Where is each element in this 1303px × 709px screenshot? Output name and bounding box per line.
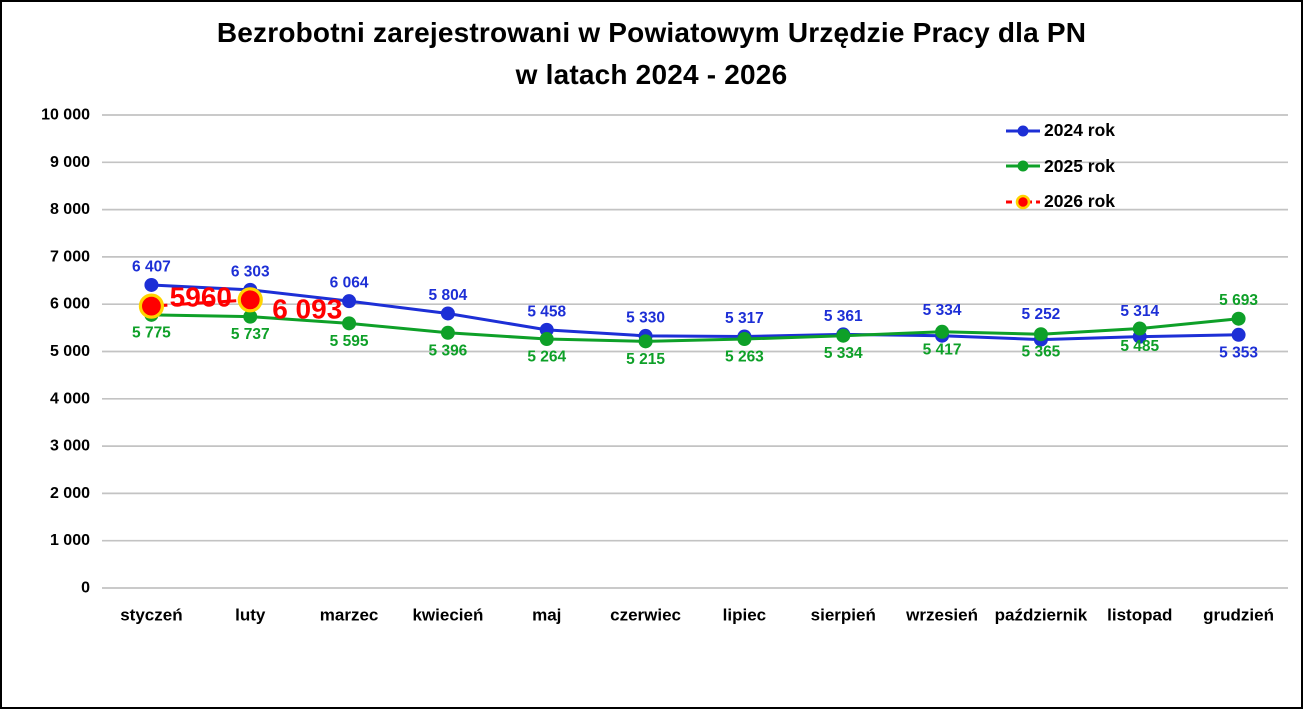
data-point-2025-rok <box>935 324 950 339</box>
data-point-2025-rok <box>243 309 258 324</box>
data-point-2025-rok <box>539 332 554 347</box>
x-axis-label: styczeń <box>120 606 182 625</box>
data-label-2025-rok: 5 737 <box>231 326 270 343</box>
y-axis-tick-label: 4 000 <box>50 390 90 407</box>
data-label-2025-rok: 5 775 <box>132 324 171 341</box>
data-label-2024-rok: 5 804 <box>429 287 468 304</box>
y-axis-tick-label: 7 000 <box>50 248 90 265</box>
data-label-2025-rok: 5 396 <box>429 342 468 359</box>
x-axis-label: październik <box>995 606 1088 625</box>
y-axis-tick-label: 1 000 <box>50 532 90 549</box>
data-point-2025-rok <box>440 325 455 340</box>
chart-legend: 2024 rok 2025 rok 2026 rok <box>1006 113 1115 220</box>
data-point-2025-rok <box>638 334 653 349</box>
data-point-2025-rok <box>1231 311 1246 326</box>
data-label-2025-rok: 5 215 <box>626 351 665 368</box>
series-line-2025-rok <box>151 313 1239 343</box>
data-label-2024-rok: 6 407 <box>132 258 171 275</box>
x-axis-label: czerwiec <box>610 606 681 625</box>
data-label-2025-rok: 5 417 <box>923 341 962 358</box>
data-point-2025-rok <box>737 332 752 347</box>
series-line-2024-rok <box>151 283 1239 342</box>
y-axis-tick-label: 5 000 <box>50 343 90 360</box>
data-label-2024-rok: 5 353 <box>1219 344 1258 361</box>
legend-marker-icon <box>1017 125 1029 137</box>
data-point-2025-rok <box>1132 321 1147 336</box>
legend-label-2026-rok: 2026 rok <box>1044 191 1116 212</box>
data-label-2024-rok: 5 458 <box>527 303 566 320</box>
legend-swatch-2025-rok <box>1006 160 1040 172</box>
x-axis-label: listopad <box>1107 606 1172 625</box>
data-point-2024-rok <box>144 277 159 292</box>
legend-marker-icon <box>1015 194 1031 210</box>
data-label-2024-rok: 5 361 <box>824 308 863 325</box>
data-point-2024-rok <box>1231 327 1246 342</box>
x-axis-label: sierpień <box>811 606 876 625</box>
legend-label-2024-rok: 2024 rok <box>1044 120 1116 141</box>
chart-title-line1: Bezrobotni zarejestrowani w Powiatowym U… <box>216 17 1087 48</box>
data-label-2025-rok: 5 595 <box>330 333 369 350</box>
x-axis-label: grudzień <box>1203 606 1274 625</box>
data-point-2025-rok <box>342 316 357 331</box>
legend-item-2026-rok: 2026 rok <box>1006 184 1115 220</box>
chart-title-line2: w latach 2024 - 2026 <box>515 59 788 90</box>
data-label-2025-rok: 5 264 <box>527 349 566 366</box>
legend-item-2025-rok: 2025 rok <box>1006 149 1115 185</box>
data-label-2024-rok: 5 317 <box>725 310 764 327</box>
data-point-2026-rok <box>138 293 165 319</box>
data-label-2024-rok: 6 303 <box>231 263 270 280</box>
data-point-2024-rok <box>440 306 455 321</box>
y-axis-tick-label: 3 000 <box>50 438 90 455</box>
y-axis-tick-label: 9 000 <box>50 154 90 171</box>
x-axis-label: marzec <box>320 606 379 625</box>
data-point-2026-rok <box>237 287 263 313</box>
legend-swatch-2024-rok <box>1006 125 1040 137</box>
x-axis-label: luty <box>235 606 266 625</box>
data-point-2025-rok <box>836 328 851 343</box>
data-label-2025-rok: 5 334 <box>824 345 863 362</box>
data-label-2025-rok: 5 485 <box>1120 338 1159 355</box>
data-point-2024-rok <box>342 294 357 309</box>
y-axis-tick-label: 0 <box>81 580 90 597</box>
x-axis-label: wrzesień <box>905 606 978 625</box>
y-axis-tick-label: 10 000 <box>41 107 90 124</box>
legend-label-2025-rok: 2025 rok <box>1044 155 1116 176</box>
x-axis-label: lipiec <box>723 606 766 625</box>
data-label-2026-rok: 6 093 <box>272 293 342 324</box>
y-axis-tick-label: 8 000 <box>50 201 90 218</box>
x-axis-label: maj <box>532 606 561 625</box>
data-label-2024-rok: 5 330 <box>626 309 665 326</box>
legend-item-2024-rok: 2024 rok <box>1006 113 1115 149</box>
data-label-2025-rok: 5 693 <box>1219 292 1258 309</box>
y-axis-tick-label: 6 000 <box>50 296 90 313</box>
x-axis-label: kwiecień <box>412 606 483 625</box>
data-label-2024-rok: 5 314 <box>1120 303 1159 320</box>
data-label-2025-rok: 5 365 <box>1022 344 1061 361</box>
data-label-2024-rok: 6 064 <box>330 275 369 292</box>
data-label-2025-rok: 5 263 <box>725 349 764 366</box>
data-label-2024-rok: 5 334 <box>923 302 962 319</box>
legend-swatch-2026-rok <box>1006 194 1040 210</box>
y-axis-tick-label: 2 000 <box>50 485 90 502</box>
data-point-2025-rok <box>1033 327 1048 342</box>
data-label-2024-rok: 5 252 <box>1022 306 1061 323</box>
data-label-2026-rok: 5960 <box>170 281 232 312</box>
chart-title: Bezrobotni zarejestrowani w Powiatowym U… <box>2 12 1301 96</box>
series-line-2026-rok <box>151 298 251 308</box>
legend-marker-icon <box>1017 160 1029 172</box>
